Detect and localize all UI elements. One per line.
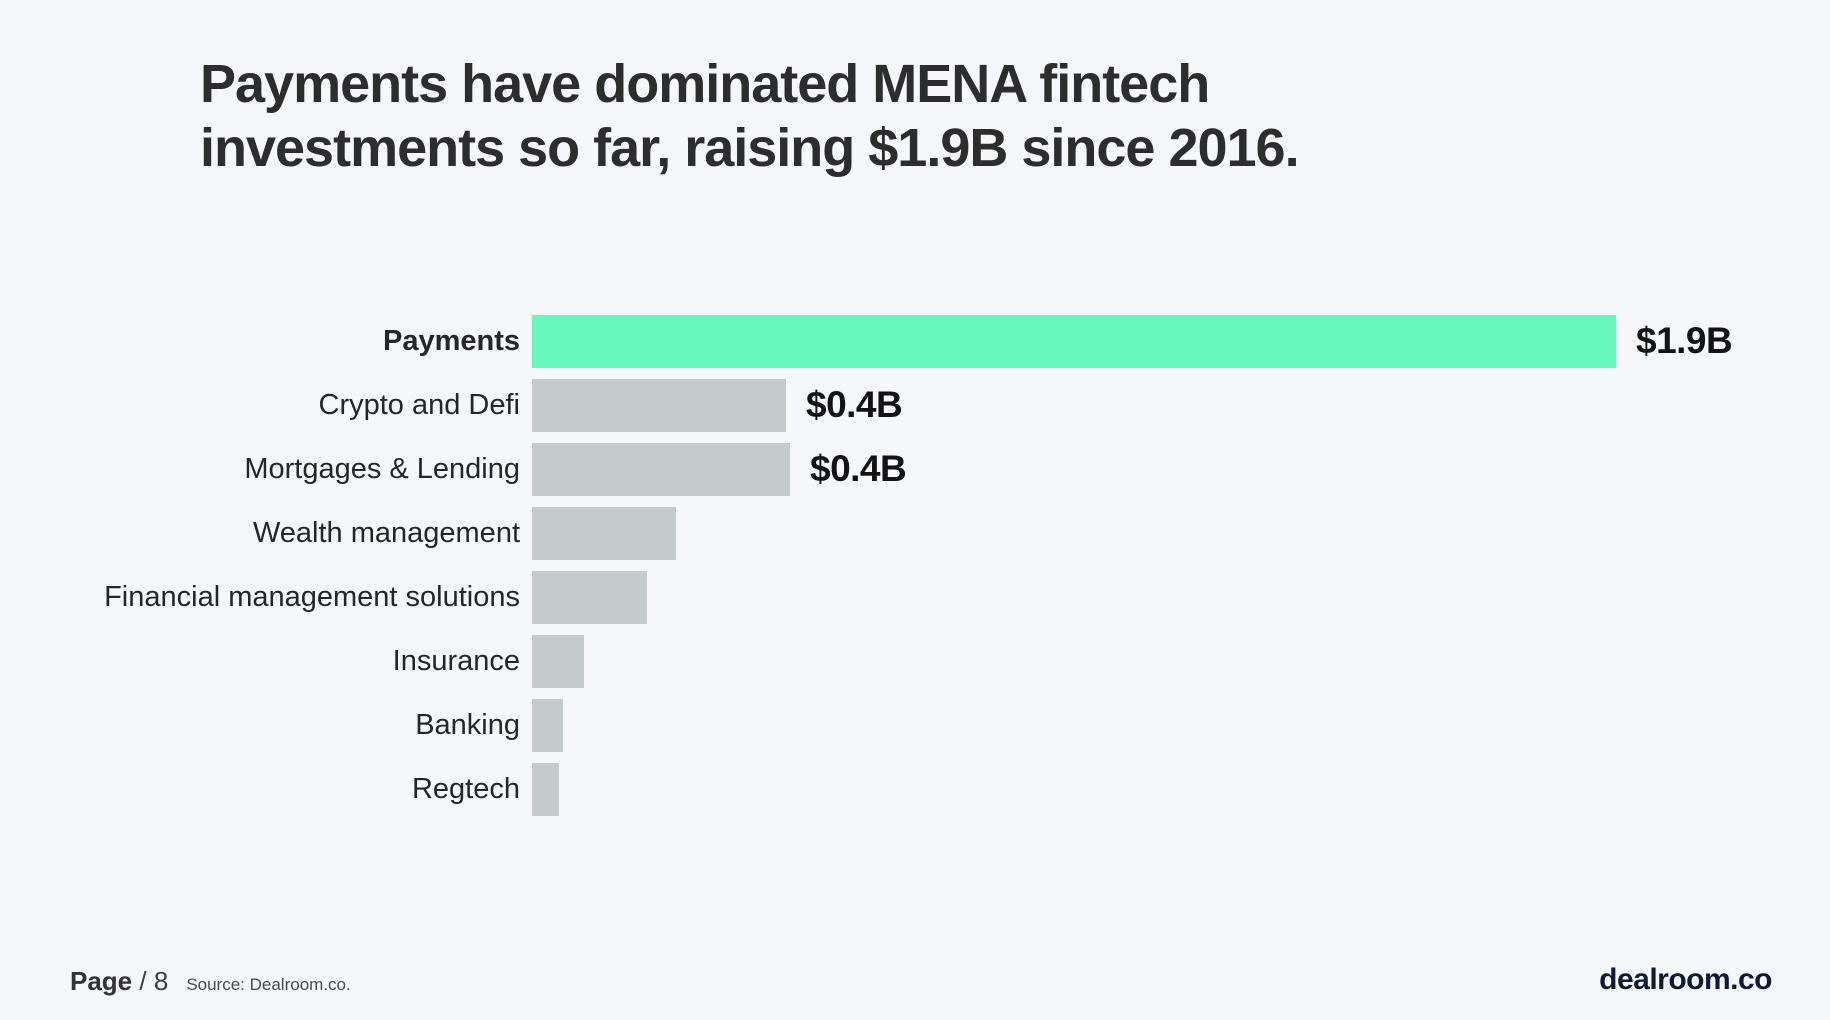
page-title-line-2: investments so far, raising $1.9B since … — [200, 118, 1300, 178]
value-label-crypto-and-defi: $0.4B — [806, 384, 903, 425]
source-note: Source: Dealroom.co. — [186, 975, 351, 994]
bar-payments — [532, 314, 1616, 368]
chart-row: Crypto and Defi $0.4B — [0, 373, 1830, 437]
chart-row: Insurance — [0, 629, 1830, 693]
chart-row: Mortgages & Lending $0.4B — [0, 437, 1830, 501]
bar-wealth-management — [532, 506, 676, 560]
category-label-insurance: Insurance — [392, 644, 520, 677]
value-label-mortgages-lending: $0.4B — [810, 448, 907, 489]
chart-row: Financial management solutions — [0, 565, 1830, 629]
bar-banking — [532, 698, 563, 752]
bar-chart: Payments $1.9B Crypto and Defi $0.4B Mor… — [0, 309, 1830, 821]
bar-insurance — [532, 634, 584, 688]
chart-row: Wealth management — [0, 501, 1830, 565]
category-label-wealth-management: Wealth management — [252, 516, 520, 549]
bar-financial-management-solutions — [532, 570, 647, 624]
category-label-crypto-and-defi: Crypto and Defi — [318, 388, 521, 421]
page-indicator: Page / 8 — [70, 966, 168, 997]
bar-mortgages-lending — [532, 442, 790, 496]
dealroom-logo: dealroom.co — [1599, 963, 1772, 996]
category-label-banking: Banking — [415, 708, 520, 741]
page-number: / 8 — [139, 966, 169, 996]
category-label-mortgages-lending: Mortgages & Lending — [244, 452, 520, 485]
page-title-line-1: Payments have dominated MENA fintech — [200, 54, 1210, 114]
footer: Page / 8 Source: Dealroom.co. — [70, 966, 351, 997]
category-label-financial-management-solutions: Financial management solutions — [104, 580, 520, 613]
category-label-payments: Payments — [382, 324, 520, 357]
chart-row: Banking — [0, 693, 1830, 757]
bar-regtech — [532, 762, 559, 816]
bar-crypto-and-defi — [532, 378, 786, 432]
page-title: Payments have dominated MENA fintech inv… — [200, 52, 1620, 180]
page-label: Page — [70, 966, 133, 996]
chart-row: Regtech — [0, 757, 1830, 821]
category-label-regtech: Regtech — [411, 772, 520, 805]
value-label-payments: $1.9B — [1636, 320, 1733, 361]
chart-row: Payments $1.9B — [0, 309, 1830, 373]
